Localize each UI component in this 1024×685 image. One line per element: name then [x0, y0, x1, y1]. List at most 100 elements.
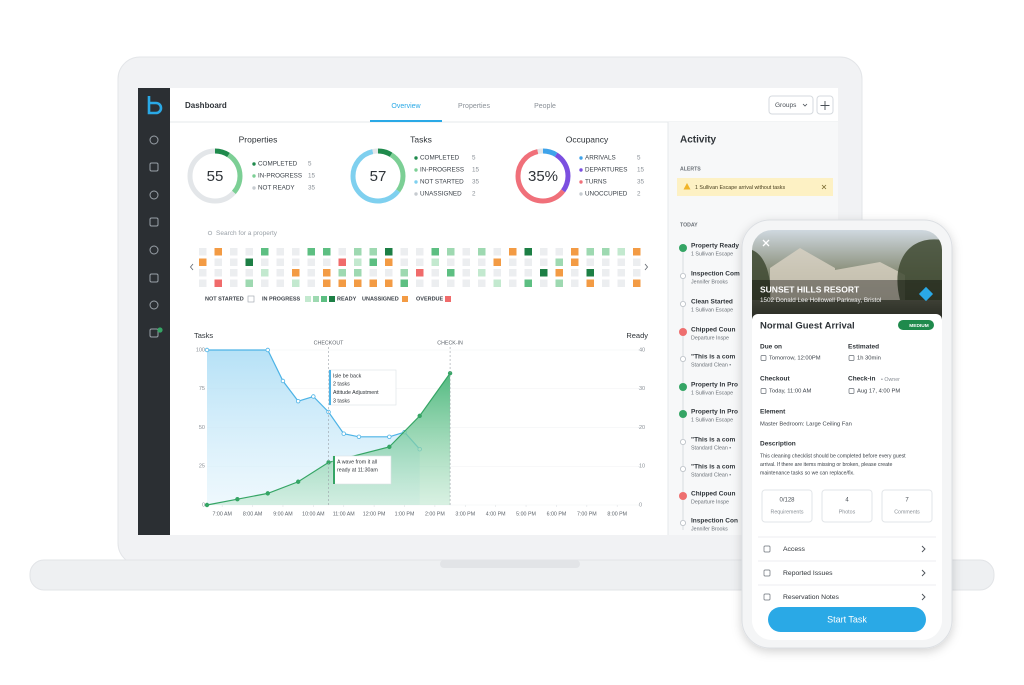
property-cell[interactable] — [509, 248, 517, 256]
property-cell[interactable] — [431, 248, 440, 256]
data-point[interactable] — [311, 394, 316, 399]
property-cell[interactable] — [586, 258, 595, 267]
property-cell[interactable] — [245, 258, 254, 267]
property-cell[interactable] — [230, 248, 238, 256]
activity-title-text[interactable]: "This is a com — [691, 464, 735, 471]
property-cell[interactable] — [261, 258, 269, 267]
property-cell[interactable] — [400, 248, 409, 256]
property-cell[interactable] — [431, 269, 440, 277]
property-cell[interactable] — [416, 248, 424, 256]
activity-title-text[interactable]: Property In Pro — [691, 382, 738, 389]
property-cell[interactable] — [540, 248, 548, 256]
property-cell[interactable] — [571, 269, 579, 277]
sidebar-icon[interactable] — [149, 190, 159, 200]
alert-close[interactable] — [821, 184, 827, 190]
property-cell[interactable] — [571, 279, 579, 288]
property-cell[interactable] — [230, 279, 238, 288]
property-cell[interactable] — [462, 269, 471, 277]
search-input[interactable]: Search for a property — [216, 230, 278, 237]
close-icon[interactable] — [762, 239, 770, 247]
data-point[interactable] — [295, 398, 301, 404]
property-cell[interactable] — [292, 279, 300, 288]
property-cell[interactable] — [586, 269, 595, 277]
groups-button[interactable] — [768, 95, 814, 115]
property-cell[interactable] — [307, 269, 316, 277]
property-cell[interactable] — [292, 258, 300, 267]
data-point[interactable] — [280, 378, 286, 384]
property-cell[interactable] — [493, 248, 502, 256]
sidebar-icon[interactable] — [149, 135, 159, 145]
property-cell[interactable] — [524, 258, 533, 267]
property-cell[interactable] — [462, 258, 471, 267]
property-cell[interactable] — [540, 269, 548, 277]
property-cell[interactable] — [385, 248, 393, 256]
property-cell[interactable] — [493, 279, 502, 288]
property-cell[interactable] — [276, 258, 285, 267]
property-cell[interactable] — [307, 258, 316, 267]
property-cell[interactable] — [571, 258, 579, 267]
property-cell[interactable] — [571, 248, 579, 256]
property-cell[interactable] — [385, 279, 393, 288]
property-cell[interactable] — [369, 269, 378, 277]
menu-row[interactable]: Access — [783, 546, 806, 553]
sidebar-icon[interactable] — [149, 217, 159, 227]
next-arrow[interactable] — [644, 263, 649, 271]
activity-title-text[interactable]: "This is a com — [691, 437, 735, 444]
data-point[interactable] — [265, 491, 270, 496]
property-cell[interactable] — [617, 248, 626, 256]
property-cell[interactable] — [199, 269, 207, 277]
activity-title-text[interactable]: Inspection Con — [691, 518, 738, 525]
property-cell[interactable] — [633, 269, 641, 277]
property-cell[interactable] — [323, 279, 331, 288]
property-cell[interactable] — [354, 279, 362, 288]
property-cell[interactable] — [493, 258, 502, 267]
property-cell[interactable] — [633, 279, 641, 288]
property-cell[interactable] — [261, 269, 269, 277]
summary-tile[interactable] — [881, 489, 933, 523]
property-cell[interactable] — [214, 258, 223, 267]
property-cell[interactable] — [323, 258, 331, 267]
property-cell[interactable] — [323, 248, 331, 256]
property-cell[interactable] — [602, 279, 610, 288]
property-cell[interactable] — [214, 248, 223, 256]
property-cell[interactable] — [354, 258, 362, 267]
property-cell[interactable] — [447, 258, 455, 267]
property-cell[interactable] — [307, 279, 316, 288]
property-cell[interactable] — [447, 279, 455, 288]
property-cell[interactable] — [509, 279, 517, 288]
summary-tile[interactable] — [821, 489, 873, 523]
property-cell[interactable] — [555, 269, 564, 277]
menu-row[interactable]: Reservation Notes — [783, 594, 840, 601]
property-cell[interactable] — [261, 279, 269, 288]
property-cell[interactable] — [555, 258, 564, 267]
property-cell[interactable] — [633, 248, 641, 256]
property-cell[interactable] — [354, 248, 362, 256]
property-cell[interactable] — [385, 269, 393, 277]
property-cell[interactable] — [400, 258, 409, 267]
property-cell[interactable] — [292, 248, 300, 256]
property-cell[interactable] — [509, 258, 517, 267]
sidebar-icon[interactable] — [149, 328, 159, 338]
property-cell[interactable] — [307, 248, 316, 256]
property-cell[interactable] — [230, 269, 238, 277]
start-button-label[interactable]: Start Task — [827, 614, 867, 624]
property-cell[interactable] — [214, 279, 223, 288]
property-cell[interactable] — [617, 279, 626, 288]
property-cell[interactable] — [602, 269, 610, 277]
sidebar-icon[interactable] — [149, 162, 159, 172]
property-cell[interactable] — [509, 269, 517, 277]
property-cell[interactable] — [540, 279, 548, 288]
activity-title-text[interactable]: Chipped Coun — [691, 327, 735, 334]
property-cell[interactable] — [447, 269, 455, 277]
property-cell[interactable] — [276, 269, 285, 277]
menu-row[interactable]: Reported Issues — [783, 570, 833, 577]
property-cell[interactable] — [633, 258, 641, 267]
property-cell[interactable] — [323, 269, 331, 277]
property-cell[interactable] — [416, 279, 424, 288]
sidebar-icon[interactable] — [149, 245, 159, 255]
data-point[interactable] — [341, 431, 346, 436]
property-cell[interactable] — [338, 269, 347, 277]
nav-tab[interactable]: Properties — [458, 103, 490, 110]
property-cell[interactable] — [276, 279, 285, 288]
property-cell[interactable] — [540, 258, 548, 267]
